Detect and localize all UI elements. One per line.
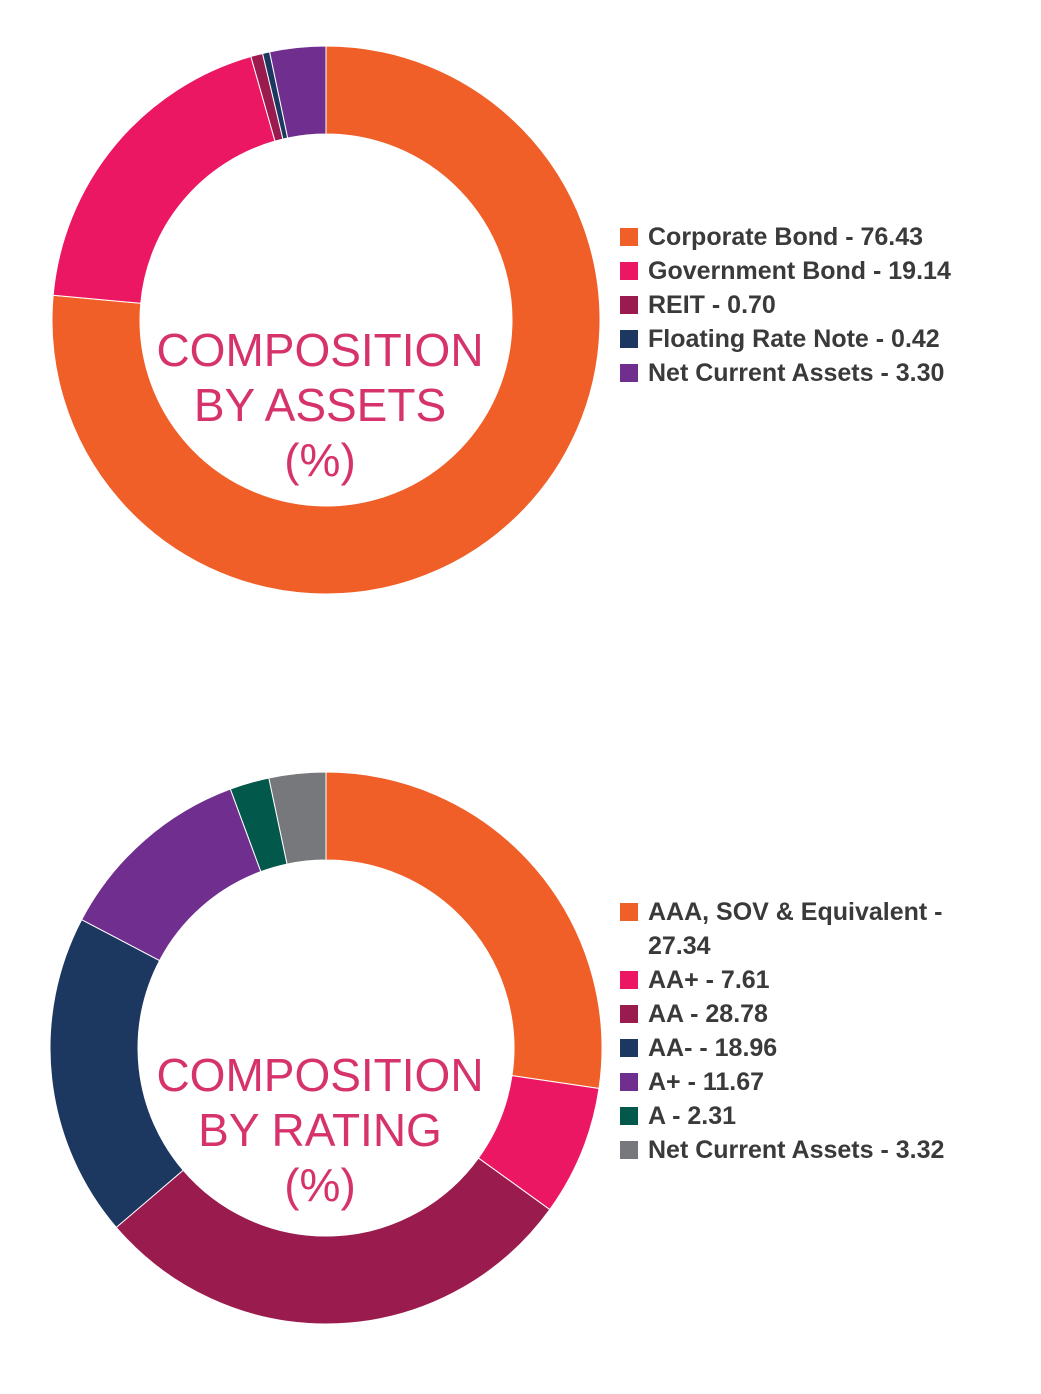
legend-label: REIT - 0.70: [648, 291, 776, 319]
legend-item: AA- - 18.96: [620, 1031, 980, 1065]
legend-swatch: [620, 364, 638, 382]
rating-title-line-2: BY RATING: [198, 1104, 442, 1156]
legend-label: AA- - 18.96: [648, 1034, 778, 1062]
legend-swatch: [620, 971, 638, 989]
rating-center-title: COMPOSITION BY RATING (%): [120, 1048, 520, 1213]
rating-legend: AAA, SOV & Equivalent - 27.34 AA+ - 7.61…: [620, 895, 980, 1167]
legend-swatch: [620, 228, 638, 246]
legend-swatch: [620, 1005, 638, 1023]
legend-label: AA+ - 7.61: [648, 966, 770, 994]
legend-swatch: [620, 262, 638, 280]
assets-donut: [51, 45, 601, 595]
assets-title-line-2: BY ASSETS: [193, 379, 447, 431]
legend-item: Floating Rate Note - 0.42: [620, 322, 1020, 356]
legend-swatch: [620, 903, 638, 921]
legend-label: Net Current Assets - 3.32: [648, 1136, 945, 1164]
legend-label: AA - 28.78: [648, 1000, 768, 1028]
legend-label: Government Bond - 19.14: [648, 257, 951, 285]
assets-title-line-1: COMPOSITION: [156, 324, 484, 376]
legend-label: Floating Rate Note - 0.42: [648, 325, 940, 353]
legend-label: Net Current Assets - 3.30: [648, 359, 945, 387]
assets-title-line-3: (%): [284, 434, 356, 486]
composition-by-rating-chart: COMPOSITION BY RATING (%) AAA, SOV & Equ…: [0, 720, 1041, 1394]
legend-swatch: [620, 1107, 638, 1125]
legend-item: Corporate Bond - 76.43: [620, 220, 1020, 254]
legend-item: A+ - 11.67: [620, 1065, 980, 1099]
donut-slice-0-1: [52, 55, 276, 304]
donut-slice-1-6: [268, 771, 327, 865]
donut-slice-1-0: [325, 771, 603, 1090]
legend-item: A - 2.31: [620, 1099, 980, 1133]
rating-title-line-1: COMPOSITION: [156, 1049, 484, 1101]
legend-label: AAA, SOV & Equivalent - 27.34: [648, 898, 943, 960]
assets-legend: Corporate Bond - 76.43 Government Bond -…: [620, 220, 1020, 390]
legend-swatch: [620, 330, 638, 348]
legend-item: Net Current Assets - 3.32: [620, 1133, 980, 1167]
assets-center-title: COMPOSITION BY ASSETS (%): [120, 323, 520, 488]
rating-donut: [49, 771, 603, 1325]
composition-by-assets-chart: COMPOSITION BY ASSETS (%) Corporate Bond…: [0, 0, 1041, 640]
legend-item: Government Bond - 19.14: [620, 254, 1020, 288]
rating-title-line-3: (%): [284, 1159, 356, 1211]
legend-item: REIT - 0.70: [620, 288, 1020, 322]
donut-slice-0-4: [268, 45, 327, 139]
legend-label: A+ - 11.67: [648, 1068, 765, 1096]
legend-swatch: [620, 1073, 638, 1091]
legend-item: AA+ - 7.61: [620, 963, 980, 997]
legend-item: Net Current Assets - 3.30: [620, 356, 1020, 390]
donut-slice-0-0: [51, 45, 601, 595]
legend-swatch: [620, 1141, 638, 1159]
legend-label: A - 2.31: [648, 1102, 737, 1130]
legend-item: AAA, SOV & Equivalent - 27.34: [620, 895, 980, 963]
donut-slice-1-2: [115, 1157, 551, 1325]
legend-item: AA - 28.78: [620, 997, 980, 1031]
legend-swatch: [620, 1039, 638, 1057]
legend-label: Corporate Bond - 76.43: [648, 223, 924, 251]
legend-swatch: [620, 296, 638, 314]
